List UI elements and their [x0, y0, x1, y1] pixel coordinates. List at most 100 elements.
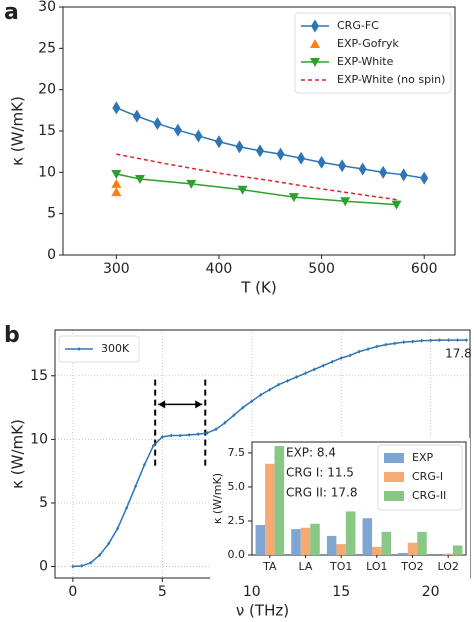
y-axis-label: κ (W/mK) [211, 473, 224, 524]
legend-swatch [384, 491, 404, 501]
marker [80, 563, 84, 568]
marker [241, 405, 245, 410]
marker [256, 144, 265, 158]
legend-label: CRG-I [412, 470, 443, 483]
marker [339, 355, 343, 360]
marker [357, 349, 361, 354]
legend-swatch [384, 453, 404, 463]
x-tick-label: TA [262, 560, 277, 573]
legend-box [58, 335, 140, 363]
bar [372, 546, 382, 555]
y-tick-label: 0.0 [228, 548, 246, 561]
annotation: EXP: 8.4 [286, 446, 336, 460]
legend-swatch [384, 472, 404, 482]
marker [237, 185, 248, 195]
marker [71, 564, 75, 569]
marker [125, 506, 129, 511]
marker [153, 117, 162, 131]
marker [391, 200, 402, 210]
marker [89, 560, 93, 565]
x-tick-label: 15 [332, 584, 350, 600]
marker [464, 338, 468, 343]
marker [235, 140, 244, 154]
x-tick-label: 10 [243, 584, 261, 600]
y-tick-label: 10 [30, 431, 48, 447]
marker [232, 413, 236, 418]
panel-label: b [4, 323, 20, 348]
y-tick-label: 5.0 [228, 480, 246, 493]
y-tick-label: 20 [38, 82, 56, 98]
legend-box [294, 12, 452, 94]
annotation: 17.8 [445, 347, 472, 361]
x-tick-label: 5 [158, 584, 167, 600]
marker [107, 541, 111, 546]
bar [362, 518, 373, 555]
annotation: CRG I: 11.5 [286, 466, 354, 480]
marker [178, 433, 182, 438]
series-line [116, 153, 397, 201]
legend-label: EXP-White (no spin) [337, 73, 445, 86]
x-tick-label: TO2 [400, 560, 423, 573]
marker [411, 339, 415, 344]
marker [348, 353, 352, 358]
y-tick-label: 7.5 [228, 446, 246, 459]
marker [277, 382, 281, 387]
marker [286, 378, 290, 383]
marker [173, 123, 182, 137]
x-tick-label: 20 [422, 584, 440, 600]
marker [142, 462, 146, 467]
marker [288, 193, 299, 203]
bar [452, 545, 463, 555]
marker [112, 101, 121, 115]
marker [111, 187, 122, 197]
x-tick-label: LO2 [437, 560, 458, 573]
marker [250, 399, 254, 404]
marker [393, 341, 397, 346]
y-tick-label: 0 [39, 559, 48, 575]
marker [317, 155, 326, 169]
marker [330, 359, 334, 364]
marker [98, 553, 102, 558]
marker [379, 165, 388, 179]
bar [407, 542, 418, 555]
y-tick-label: 10 [38, 164, 56, 180]
bar [265, 463, 275, 555]
marker [310, 39, 320, 48]
x-tick-label: LO1 [366, 560, 387, 573]
marker [310, 58, 320, 67]
marker [132, 109, 141, 123]
marker [133, 484, 137, 489]
marker [294, 375, 298, 380]
marker [160, 434, 164, 439]
marker [111, 178, 122, 188]
bar [310, 523, 320, 555]
marker [455, 338, 459, 343]
bar [443, 553, 453, 555]
legend-label: EXP-Gofryk [337, 37, 399, 50]
marker [321, 363, 325, 368]
y-axis-label: κ (W/mK) [9, 419, 27, 489]
x-tick-label: 300 [103, 261, 130, 277]
marker [438, 338, 442, 343]
marker [297, 151, 306, 165]
y-axis-label: κ (W/mK) [9, 96, 27, 166]
marker [338, 159, 347, 173]
y-tick-label: 15 [38, 123, 56, 139]
bar [300, 527, 311, 555]
bar [326, 535, 337, 555]
legend-label: EXP-White [337, 55, 394, 68]
legend-label: CRG-FC [337, 19, 379, 32]
marker [194, 129, 203, 143]
marker [399, 168, 408, 182]
marker [196, 432, 200, 437]
legend-label: EXP [412, 451, 433, 464]
marker [259, 392, 263, 397]
marker [187, 432, 191, 437]
y-tick-label: 5 [47, 206, 56, 222]
marker [420, 171, 429, 185]
x-tick-label: 400 [206, 261, 233, 277]
legend-label: 300K [101, 342, 130, 355]
marker [77, 347, 81, 351]
marker [375, 344, 379, 349]
y-tick-label: 0 [47, 247, 56, 263]
